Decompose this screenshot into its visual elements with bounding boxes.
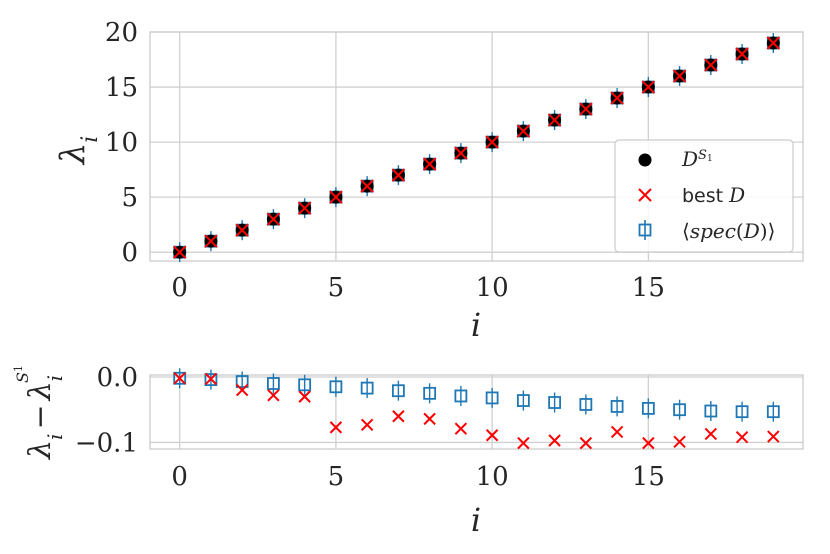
top-point-best-d (516, 124, 531, 138)
bot-point-spec-d (485, 387, 499, 408)
bot-point-spec-d (548, 392, 562, 413)
top-x-tick-label: 10 (476, 273, 509, 303)
bot-point-best-d (579, 436, 593, 450)
bot-point-best-d (610, 425, 624, 439)
bot-point-best-d (673, 435, 686, 449)
legend-label-spec-d: ⟨spec(D)⟩ (682, 219, 775, 243)
bot-point-spec-d (423, 383, 437, 404)
bot-x-tick-label: 5 (328, 462, 345, 492)
bot-x-tick-label: 0 (171, 462, 188, 492)
bot-point-best-d (704, 427, 718, 441)
top-point-best-d (204, 234, 218, 248)
bot-point-spec-d (641, 398, 655, 419)
legend-marker-spec-d (638, 220, 652, 240)
bot-point-best-d (423, 412, 436, 426)
bot-point-best-d (454, 422, 468, 435)
legend-label-dS1: DS1 (681, 147, 713, 171)
bot-point-spec-d (298, 374, 312, 395)
bottom-y-axis-label: λi−λiS1 (12, 365, 67, 460)
bottom-x-ticks: 0 5 10 15 (171, 462, 664, 492)
top-y-ticks: 0 5 10 15 20 (105, 18, 138, 268)
top-x-ticks: 0 5 10 15 (171, 273, 664, 303)
top-point-best-d (735, 47, 749, 61)
bot-point-spec-d (329, 376, 343, 397)
legend: DS1 best D ⟨spec(D)⟩ (614, 139, 794, 253)
bot-point-spec-d (766, 401, 780, 422)
svg-text:λi−λiS1: λi−λiS1 (12, 365, 67, 460)
bot-x-tick-label: 10 (476, 462, 509, 492)
top-axes: 0 5 10 15 0 5 10 15 20 i λi DS1 best D ⟨spec(D)… (53, 18, 804, 344)
bot-point-best-d (548, 434, 561, 447)
bot-point-best-d (235, 383, 249, 397)
legend-marker-best-d (638, 188, 652, 202)
top-point-best-d (391, 168, 406, 182)
bot-point-spec-d (360, 378, 374, 399)
legend-label-best-d: best D (682, 183, 745, 207)
top-point-best-d (704, 58, 718, 72)
bot-point-spec-d (391, 380, 405, 401)
top-y-tick-label: 5 (121, 183, 138, 213)
top-y-tick-label: 20 (105, 18, 138, 48)
top-x-tick-label: 0 (171, 273, 188, 303)
bot-point-spec-d (516, 390, 530, 411)
bot-point-spec-d (673, 399, 686, 420)
top-point-best-d (547, 113, 562, 127)
bot-x-tick-label: 15 (632, 462, 665, 492)
bot-point-spec-d (735, 401, 749, 422)
top-point-best-d (329, 190, 343, 204)
top-x-tick-label: 5 (328, 273, 345, 303)
top-y-tick-label: 10 (105, 128, 138, 158)
bot-point-best-d (360, 418, 374, 431)
bot-point-spec-d (704, 401, 718, 422)
bot-point-spec-d (610, 396, 624, 417)
top-y-axis-label: λi (53, 136, 103, 167)
bot-point-best-d (767, 430, 780, 443)
top-point-best-d (235, 223, 249, 237)
bottom-x-axis-label: i (471, 501, 481, 539)
top-point-best-d (360, 179, 374, 193)
bot-point-best-d (329, 421, 343, 434)
bot-point-best-d (392, 410, 405, 423)
top-point-best-d (297, 201, 312, 215)
bottom-axes: 0 5 10 15 0.0 −0.1 i λi−λiS1 (12, 363, 804, 539)
top-point-best-d (672, 69, 687, 83)
top-point-best-d (610, 91, 624, 105)
bot-y-tick-label: −0.1 (75, 428, 138, 458)
bottom-data-marks (173, 368, 780, 450)
bot-point-spec-d (235, 371, 249, 392)
top-point-best-d (172, 245, 187, 259)
top-data-marks (172, 33, 781, 263)
top-y-tick-label: 15 (105, 73, 138, 103)
bot-y-tick-label: 0.0 (97, 363, 138, 393)
bot-point-best-d (735, 431, 749, 444)
bot-point-best-d (204, 372, 218, 386)
legend-box (614, 139, 794, 253)
bot-point-best-d (267, 389, 280, 402)
top-point-best-d (485, 135, 499, 149)
top-x-tick-label: 15 (632, 273, 665, 303)
top-point-best-d (422, 157, 437, 171)
bot-point-best-d (485, 429, 499, 442)
bot-point-best-d (173, 372, 186, 385)
top-point-best-d (266, 212, 281, 226)
bot-point-spec-d (267, 373, 280, 394)
top-x-axis-label: i (471, 306, 481, 344)
bot-point-best-d (298, 390, 311, 403)
top-y-tick-label: 0 (121, 238, 138, 268)
top-point-best-d (766, 36, 781, 50)
bot-point-spec-d (454, 385, 468, 406)
top-point-best-d (579, 102, 593, 116)
top-point-best-d (454, 146, 468, 160)
bot-point-spec-d (579, 394, 593, 415)
bottom-y-ticks: 0.0 −0.1 (75, 363, 138, 458)
bot-point-best-d (517, 436, 530, 450)
top-point-best-d (641, 80, 656, 94)
bot-point-best-d (642, 436, 655, 450)
svg-text:λi: λi (53, 136, 103, 167)
top-plot-frame (149, 31, 804, 262)
legend-marker-dS1 (638, 153, 652, 167)
bottom-plot-frame (149, 374, 804, 450)
